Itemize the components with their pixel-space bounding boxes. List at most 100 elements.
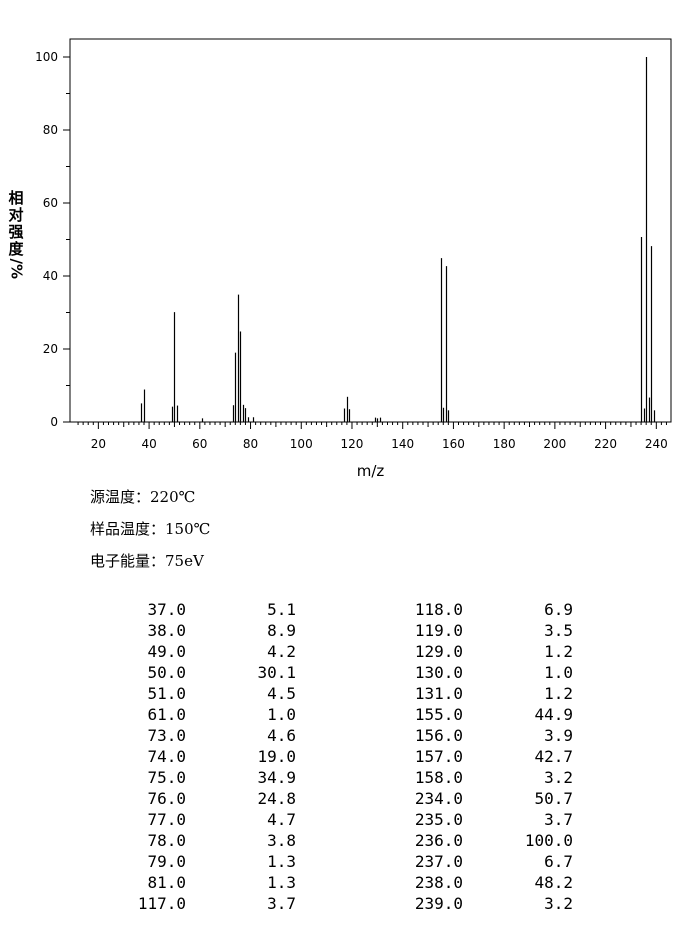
y-tick-label: 100: [35, 50, 58, 64]
intensity-cell: 1.2: [544, 642, 573, 661]
y-tick-label: 60: [43, 196, 58, 210]
plot-frame: [69, 38, 672, 423]
mz-cell: 234.0: [414, 789, 463, 808]
x-tick-label: 100: [290, 437, 313, 451]
table-row: 61.0 1.0 155.0 44.9: [0, 705, 696, 726]
mz-cell: 117.0: [137, 894, 186, 913]
table-row: 37.0 5.1 118.0 6.9: [0, 600, 696, 621]
intensity-cell: 3.2: [544, 768, 573, 787]
mz-cell: 236.0: [414, 831, 463, 850]
mz-cell: 77.0: [147, 810, 186, 829]
intensity-cell: 3.7: [544, 810, 573, 829]
mz-cell: 50.0: [147, 663, 186, 682]
intensity-cell: 30.1: [257, 663, 296, 682]
x-tick-label: 80: [243, 437, 258, 451]
mz-cell: 81.0: [147, 873, 186, 892]
intensity-cell: 1.3: [267, 873, 296, 892]
x-tick-label: 240: [645, 437, 668, 451]
intensity-cell: 5.1: [267, 600, 296, 619]
mz-cell: 76.0: [147, 789, 186, 808]
intensity-cell: 3.7: [267, 894, 296, 913]
mz-cell: 74.0: [147, 747, 186, 766]
table-row: 51.0 4.5 131.0 1.2: [0, 684, 696, 705]
intensity-cell: 6.9: [544, 600, 573, 619]
mz-cell: 119.0: [414, 621, 463, 640]
table-row: 74.0 19.0 157.0 42.7: [0, 747, 696, 768]
mz-cell: 49.0: [147, 642, 186, 661]
intensity-cell: 3.9: [544, 726, 573, 745]
y-axis-label-char: 相: [8, 189, 24, 207]
intensity-cell: 42.7: [534, 747, 573, 766]
x-tick-label: 200: [543, 437, 566, 451]
x-tick-label: 220: [594, 437, 617, 451]
table-row: 79.0 1.3 237.0 6.7: [0, 852, 696, 873]
y-axis-label-char: 强: [8, 223, 24, 241]
y-tick-label: 0: [50, 415, 58, 429]
intensity-cell: 8.9: [267, 621, 296, 640]
electron-energy: 电子能量：75eV: [90, 552, 204, 570]
mz-cell: 51.0: [147, 684, 186, 703]
mz-cell: 238.0: [414, 873, 463, 892]
intensity-cell: 4.5: [267, 684, 296, 703]
intensity-cell: 100.0: [524, 831, 573, 850]
intensity-cell: 19.0: [257, 747, 296, 766]
intensity-cell: 1.0: [267, 705, 296, 724]
plot-border: [69, 38, 672, 423]
y-axis-ticks: 0 20 40 60 80 100: [35, 50, 70, 429]
intensity-cell: 24.8: [257, 789, 296, 808]
intensity-cell: 48.2: [534, 873, 573, 892]
intensity-cell: 4.7: [267, 810, 296, 829]
intensity-cell: 1.0: [544, 663, 573, 682]
y-tick-label: 80: [43, 123, 58, 137]
table-row: 81.0 1.3 238.0 48.2: [0, 873, 696, 894]
y-axis-label: 相对强度/%: [6, 189, 26, 280]
table-row: 38.0 8.9 119.0 3.5: [0, 621, 696, 642]
table-row: 78.0 3.8 236.0 100.0: [0, 831, 696, 852]
intensity-cell: 44.9: [534, 705, 573, 724]
intensity-cell: 50.7: [534, 789, 573, 808]
table-row: 76.0 24.8 234.0 50.7: [0, 789, 696, 810]
y-axis-label-char: 对: [8, 206, 24, 224]
table-row: 49.0 4.2 129.0 1.2: [0, 642, 696, 663]
mz-cell: 131.0: [414, 684, 463, 703]
peak-bars: [140, 57, 656, 422]
mz-cell: 156.0: [414, 726, 463, 745]
intensity-cell: 4.2: [267, 642, 296, 661]
x-axis-ticks: 20 40 60 80 100 120 140 160 180 200 220 240: [77, 422, 668, 451]
intensity-cell: 3.8: [267, 831, 296, 850]
x-tick-label: 180: [493, 437, 516, 451]
table-row: 73.0 4.6 156.0 3.9: [0, 726, 696, 747]
mz-cell: 38.0: [147, 621, 186, 640]
y-axis-label-char: 度: [8, 240, 24, 258]
mz-cell: 239.0: [414, 894, 463, 913]
y-axis-label-unit: /%: [7, 258, 26, 280]
mz-cell: 158.0: [414, 768, 463, 787]
mass-spectrum-chart: 20 40 60 80 100 120 140 160 180 200 220 240 0 20 40 60…: [35, 38, 672, 480]
intensity-cell: 3.2: [544, 894, 573, 913]
sample-temperature: 样品温度：150℃: [90, 520, 211, 538]
intensity-cell: 1.3: [267, 852, 296, 871]
table-row: 75.0 34.9 158.0 3.2: [0, 768, 696, 789]
x-tick-label: 20: [91, 437, 106, 451]
x-axis-label: m/z: [357, 462, 385, 480]
mz-cell: 237.0: [414, 852, 463, 871]
x-tick-label: 140: [391, 437, 414, 451]
mz-cell: 118.0: [414, 600, 463, 619]
mz-cell: 79.0: [147, 852, 186, 871]
mz-cell: 78.0: [147, 831, 186, 850]
mz-cell: 75.0: [147, 768, 186, 787]
table-row: 117.0 3.7 239.0 3.2: [0, 894, 696, 915]
table-row: 77.0 4.7 235.0 3.7: [0, 810, 696, 831]
mz-cell: 157.0: [414, 747, 463, 766]
intensity-cell: 4.6: [267, 726, 296, 745]
mz-cell: 155.0: [414, 705, 463, 724]
x-tick-label: 40: [141, 437, 156, 451]
x-tick-label: 120: [341, 437, 364, 451]
y-tick-label: 40: [43, 269, 58, 283]
x-tick-label: 60: [192, 437, 207, 451]
mz-cell: 235.0: [414, 810, 463, 829]
mz-cell: 37.0: [147, 600, 186, 619]
y-tick-label: 20: [43, 342, 58, 356]
table-row: 50.0 30.1 130.0 1.0: [0, 663, 696, 684]
intensity-cell: 6.7: [544, 852, 573, 871]
